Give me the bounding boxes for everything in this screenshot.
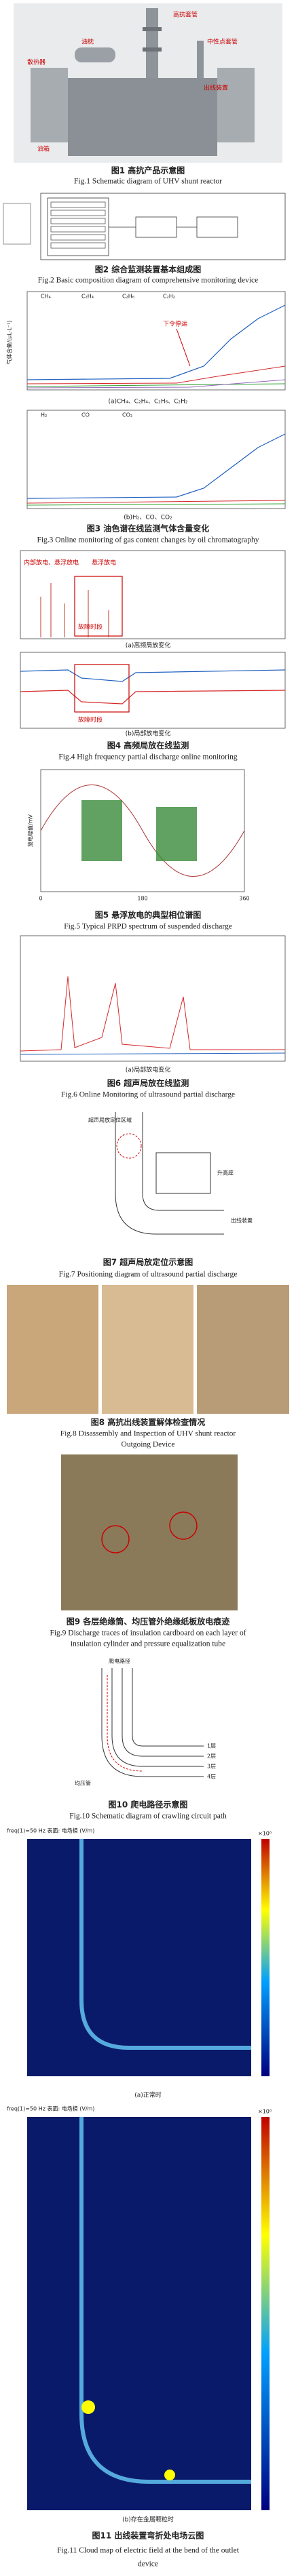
caption-cn: 图3 油色谱在线监测气体含量变化 (87, 523, 210, 534)
caption-cn: 图10 爬电路径示意图 (109, 1800, 188, 1810)
caption-en: Fig.9 Discharge traces of insulation car… (50, 1629, 246, 1638)
caption-cn: 图4 高频局放在线监测 (107, 740, 189, 751)
legend-entry: C₂H₄ (81, 294, 94, 300)
annotation: 悬浮放电 (92, 559, 116, 567)
figure-10 (101, 1668, 204, 1777)
caption-en: device (138, 2560, 158, 2569)
y-label: 气体含量/(μL·L⁻¹) (6, 321, 13, 365)
legend-entry: C₂H₆ (122, 294, 134, 300)
label: 散热器 (27, 58, 45, 66)
label: 油枕 (81, 38, 94, 46)
label: 超声局放定位区域 (88, 1117, 132, 1124)
figure-7 (115, 1112, 224, 1235)
plot-title: freq(1)=50 Hz 表面: 电场模 (V/m) (7, 1827, 94, 1834)
caption-en: Fig.4 High frequency partial discharge o… (58, 753, 238, 761)
caption-en: Fig.6 Online Monitoring of ultrasound pa… (61, 1091, 235, 1099)
caption-cn: 图2 综合监测装置基本组成图 (95, 264, 202, 275)
label: 均压管 (75, 1780, 91, 1787)
colorbar-unit: ×10⁶ (258, 1831, 272, 1837)
figure-5: 放电幅值/mV 0 180 360 (27, 769, 250, 902)
label: 1层 (207, 1743, 216, 1749)
caption-cn: 图7 超声局放定位示意图 (103, 1257, 193, 1267)
label: 2层 (207, 1753, 216, 1760)
caption-cn: 图11 出线装置弯折处电场云图 (92, 2531, 204, 2541)
figure-6: (a)局部放电变化 (20, 935, 286, 1074)
caption-en: Fig.3 Online monitoring of gas content c… (37, 536, 259, 544)
figure-4: 内部放电、悬浮放电 悬浮放电 故障时段 (a)高频局放变化 故障时段 (b)局部… (20, 550, 286, 738)
label: 升高座 (217, 1170, 234, 1176)
plot-title: freq(1)=50 Hz 表面: 电场模 (V/m) (7, 2105, 94, 2112)
subcaption: (b)H₂、CO、CO₂ (124, 515, 172, 521)
subcaption: (a)正常时 (134, 2091, 162, 2099)
x-tick-label: 0 (39, 896, 42, 902)
caption-en: Fig.7 Positioning diagram of ultrasound … (59, 1271, 238, 1279)
caption-en: Fig.11 Cloud map of electric field at th… (57, 2547, 240, 2555)
label: 3层 (207, 1764, 216, 1770)
caption-en: Fig.10 Schematic diagram of crawling cir… (69, 1812, 227, 1821)
caption-cn: 图9 各层绝缘筒、均压管外绝缘纸板放电痕迹 (67, 1617, 230, 1627)
subcaption: (a)高频局放变化 (126, 641, 171, 650)
annotation: 下令停运 (163, 320, 187, 328)
caption-en: Fig.8 Disassembly and Inspection of UHV … (60, 1430, 236, 1438)
colorbar-unit: ×10⁶ (258, 2109, 272, 2115)
caption-cn: 图8 高抗出线装置解体检查情况 (91, 1417, 206, 1427)
caption-cn: 图6 超声局放在线监测 (107, 1078, 189, 1088)
annotation: 内部放电、悬浮放电 (24, 559, 79, 567)
caption-en: Outgoing Device (122, 1441, 175, 1449)
figure-11: freq(1)=50 Hz 表面: 电场模 (V/m) ×10⁶ (a)正常时 … (7, 1827, 272, 2524)
caption-en: Fig.5 Typical PRPD spectrum of suspended… (64, 923, 232, 931)
y-label: 放电幅值/mV (27, 814, 34, 846)
figure-3: 下令停运 CH₄ C₂H₄ C₂H₆ C₂H₂ 气体含量/(μL·L⁻¹) (a… (6, 291, 286, 521)
label: 4层 (207, 1774, 216, 1780)
legend-entry: C₂H₂ (163, 294, 175, 300)
label: 高抗套管 (173, 11, 198, 19)
legend-entry: H₂ (41, 412, 47, 418)
label: 中性点套管 (207, 38, 238, 46)
label: 爬电路径 (109, 1658, 130, 1665)
figure-2 (3, 193, 286, 260)
caption-en: Fig.2 Basic composition diagram of compr… (38, 277, 259, 285)
caption-cn: 图1 高抗产品示意图 (111, 165, 185, 176)
x-tick-label: 360 (239, 896, 249, 902)
figure-1: 高抗套管 油枕 中性点套管 散热器 出线装置 油箱 图1 高抗产品示意图 Fig… (14, 3, 282, 186)
annotation: 故障时段 (78, 716, 103, 724)
subcaption: (a)CH₄、C₂H₄、C₂H₆、C₂H₂ (108, 399, 187, 405)
subcaption: (b)存在金属颗粒时 (122, 2516, 174, 2524)
caption-en: Fig.1 Schematic diagram of UHV shunt rea… (74, 178, 222, 186)
figure-8 (7, 1285, 289, 1414)
label: 油箱 (37, 145, 50, 153)
x-tick-label: 180 (137, 896, 147, 902)
legend-entry: CO (81, 412, 90, 418)
caption-en: insulation cylinder and pressure equaliz… (71, 1640, 225, 1648)
legend-entry: CO₂ (122, 412, 132, 418)
legend-entry: CH₄ (41, 294, 51, 300)
label: 出线装置 (204, 84, 228, 92)
figure-9 (61, 1454, 238, 1610)
annotation: 故障时段 (78, 623, 103, 631)
label: 出线装置 (231, 1217, 253, 1224)
subcaption: (a)局部放电变化 (126, 1066, 171, 1074)
subcaption: (b)局部放电变化 (126, 730, 171, 738)
caption-cn: 图5 悬浮放电的典型相位谱图 (95, 910, 202, 920)
